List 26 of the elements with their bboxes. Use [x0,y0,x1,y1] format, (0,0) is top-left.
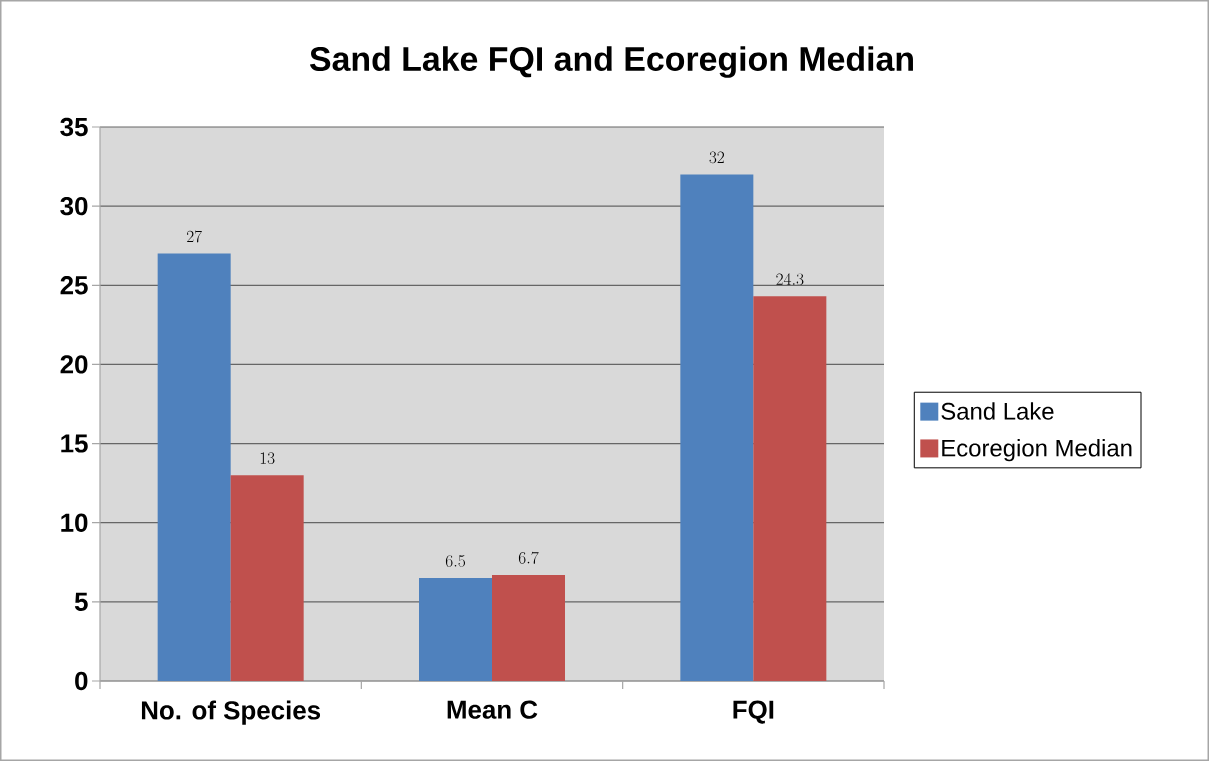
y-tick-label: 0 [75,671,88,691]
bar [419,578,492,681]
y-tick-label: 25 [60,276,88,295]
data-label: 6.5 [445,555,466,567]
chart-title: Sand Lake FQI and Ecoregion Median [309,46,913,78]
y-tick-label: 5 [74,592,88,611]
y-tick-label: 10 [61,513,88,532]
bar [230,475,304,681]
data-label: 24.3 [776,273,804,286]
legend-label: Ecoregion Median [942,439,1132,462]
bar [492,574,565,681]
bar [157,253,231,681]
bar [753,296,827,681]
data-label: 27 [186,230,202,243]
bar [680,174,754,681]
x-tick-label: No. of Species [141,700,321,725]
data-label: 13 [260,452,275,464]
legend-label: Sand Lake [941,402,1054,420]
data-label: 6.7 [518,551,539,564]
x-tick-label: Mean C [447,700,538,719]
y-tick-label: 20 [60,355,88,374]
data-label: 32 [709,151,725,164]
x-tick-label: FQI [733,700,774,724]
y-tick-label: 35 [60,117,88,137]
y-tick-label: 30 [60,196,88,216]
y-tick-label: 15 [61,434,88,453]
